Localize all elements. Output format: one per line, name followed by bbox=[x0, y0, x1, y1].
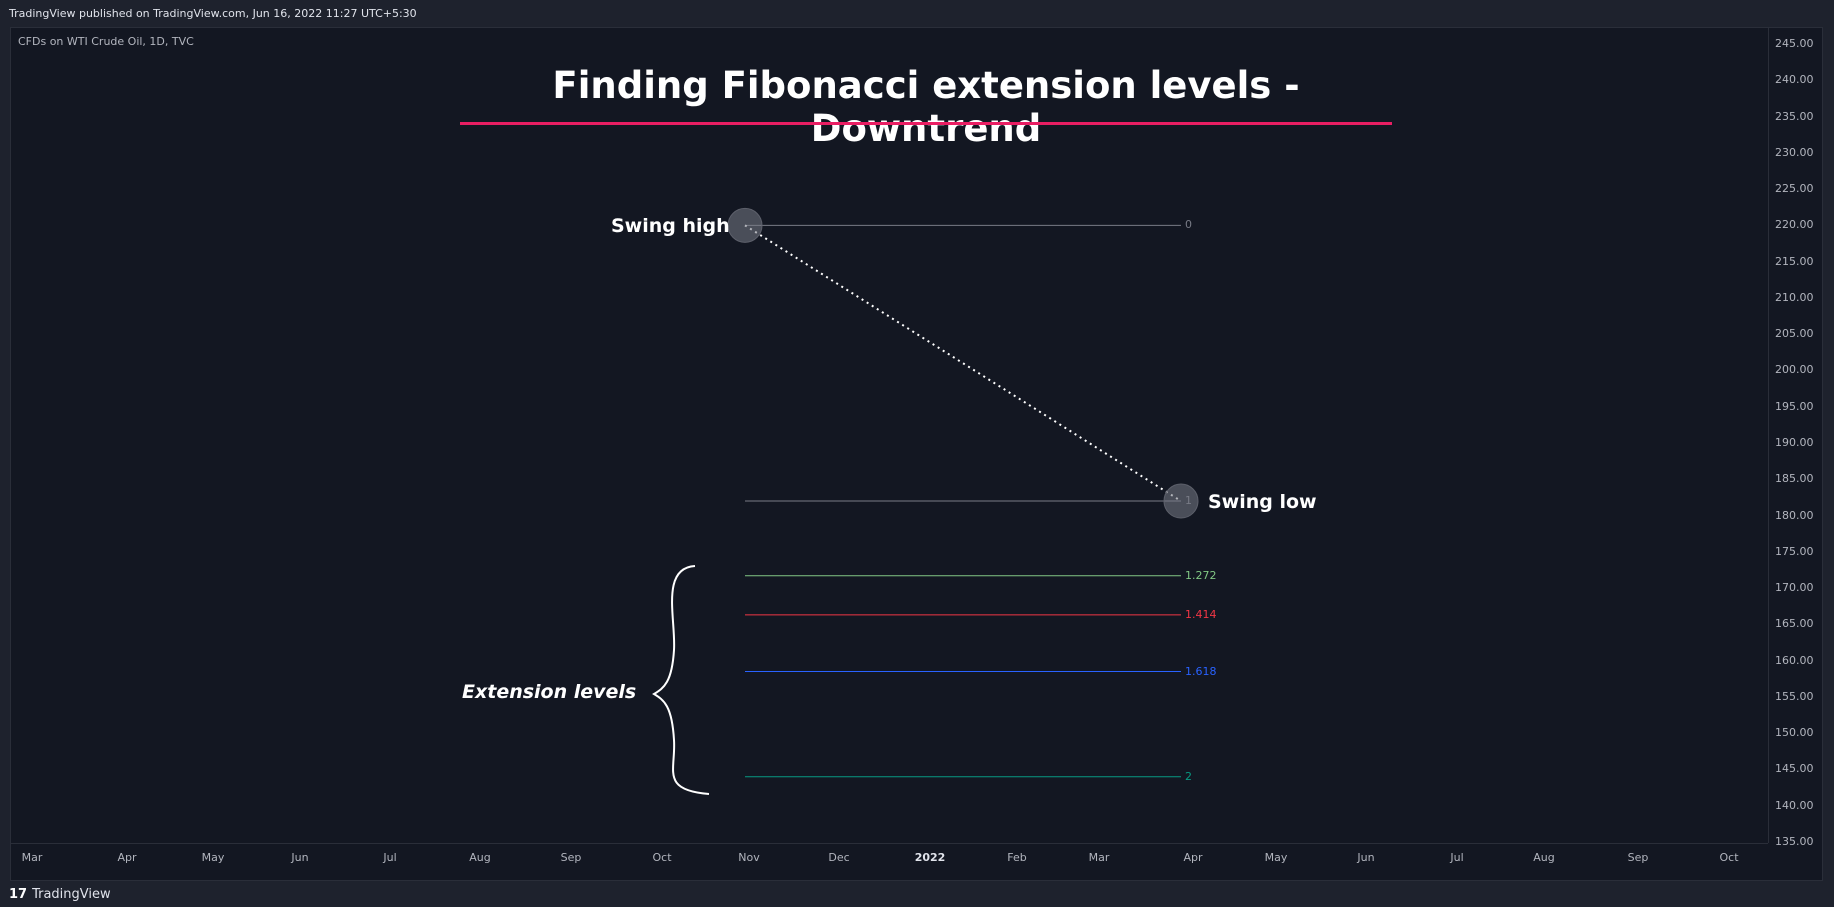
fib-level-label-1: 1 bbox=[1185, 494, 1192, 508]
price-tick-label: 170.00 bbox=[1775, 581, 1814, 595]
swing-high-label: Swing high bbox=[611, 215, 730, 237]
time-tick-label: Nov bbox=[738, 851, 760, 864]
price-tick-label: 205.00 bbox=[1775, 327, 1814, 341]
symbol-label: CFDs on WTI Crude Oil, 1D, TVC bbox=[18, 35, 194, 48]
time-tick-label: Apr bbox=[117, 851, 137, 864]
fib-trend-line[interactable] bbox=[744, 224, 1182, 502]
footer-brand[interactable]: TradingView bbox=[32, 887, 111, 902]
time-tick-label: Jun bbox=[291, 851, 309, 864]
time-tick-label: Feb bbox=[1007, 851, 1027, 864]
price-tick-label: 185.00 bbox=[1775, 472, 1814, 486]
chart-frame[interactable] bbox=[10, 27, 1823, 881]
time-tick-label: Jul bbox=[1450, 851, 1464, 864]
swing-low-label: Swing low bbox=[1208, 491, 1317, 513]
time-tick-label: Oct bbox=[1719, 851, 1739, 864]
fib-level-label-0: 0 bbox=[1185, 218, 1192, 232]
price-tick-label: 225.00 bbox=[1775, 182, 1814, 196]
price-tick-label: 180.00 bbox=[1775, 508, 1814, 522]
price-tick-label: 145.00 bbox=[1775, 762, 1814, 776]
time-tick-label: Sep bbox=[560, 851, 582, 864]
chart-title: Finding Fibonacci extension levels - Dow… bbox=[552, 64, 1300, 150]
price-tick-label: 245.00 bbox=[1775, 37, 1814, 50]
fib-level-label-1-272: 1.272 bbox=[1185, 568, 1217, 582]
price-tick-label: 220.00 bbox=[1775, 218, 1814, 232]
time-tick-label: May bbox=[1264, 851, 1288, 864]
time-tick-label: Oct bbox=[652, 851, 672, 864]
time-tick-label: 2022 bbox=[914, 851, 946, 864]
extension-levels-label: Extension levels bbox=[462, 681, 637, 703]
price-tick-label: 135.00 bbox=[1775, 835, 1814, 848]
price-tick-label: 235.00 bbox=[1775, 109, 1814, 123]
price-tick-label: 240.00 bbox=[1775, 73, 1814, 87]
fib-level-label-2: 2 bbox=[1185, 769, 1192, 783]
time-tick-label: Jul bbox=[383, 851, 397, 864]
price-tick-label: 160.00 bbox=[1775, 653, 1814, 667]
time-tick-label: Aug bbox=[1533, 851, 1555, 864]
price-axis-border bbox=[1768, 27, 1769, 843]
time-tick-label: Apr bbox=[1183, 851, 1203, 864]
extension-brace bbox=[652, 565, 710, 795]
fib-level-label-1-618: 1.618 bbox=[1185, 664, 1217, 678]
time-tick-label: Jun bbox=[1357, 851, 1375, 864]
price-tick-label: 210.00 bbox=[1775, 290, 1814, 304]
price-tick-label: 140.00 bbox=[1775, 798, 1814, 812]
time-tick-label: Aug bbox=[469, 851, 491, 864]
price-tick-label: 195.00 bbox=[1775, 399, 1814, 413]
price-tick-label: 150.00 bbox=[1775, 726, 1814, 740]
time-tick-label: Sep bbox=[1627, 851, 1649, 864]
price-tick-label: 175.00 bbox=[1775, 544, 1814, 558]
price-tick-label: 190.00 bbox=[1775, 436, 1814, 449]
footer: 17 TradingView bbox=[9, 882, 111, 907]
top-bar: TradingView published on TradingView.com… bbox=[0, 0, 1834, 27]
price-tick-label: 200.00 bbox=[1775, 363, 1814, 377]
swing-low-marker[interactable] bbox=[1163, 483, 1199, 519]
time-axis-border bbox=[10, 843, 1768, 844]
price-tick-label: 155.00 bbox=[1775, 689, 1814, 703]
title-underline bbox=[460, 122, 1392, 125]
price-tick-label: 165.00 bbox=[1775, 617, 1814, 631]
time-tick-label: Mar bbox=[21, 851, 43, 864]
publisher-text: TradingView published on TradingView.com… bbox=[9, 7, 417, 20]
price-tick-label: 215.00 bbox=[1775, 254, 1814, 268]
time-tick-label: Dec bbox=[828, 851, 850, 864]
fib-level-label-1-414: 1.414 bbox=[1185, 607, 1217, 621]
swing-high-marker[interactable] bbox=[727, 207, 763, 243]
price-tick-label: 230.00 bbox=[1775, 145, 1814, 159]
time-tick-label: May bbox=[201, 851, 225, 864]
tradingview-logo-icon[interactable]: 17 bbox=[9, 887, 28, 902]
time-tick-label: Mar bbox=[1088, 851, 1110, 864]
